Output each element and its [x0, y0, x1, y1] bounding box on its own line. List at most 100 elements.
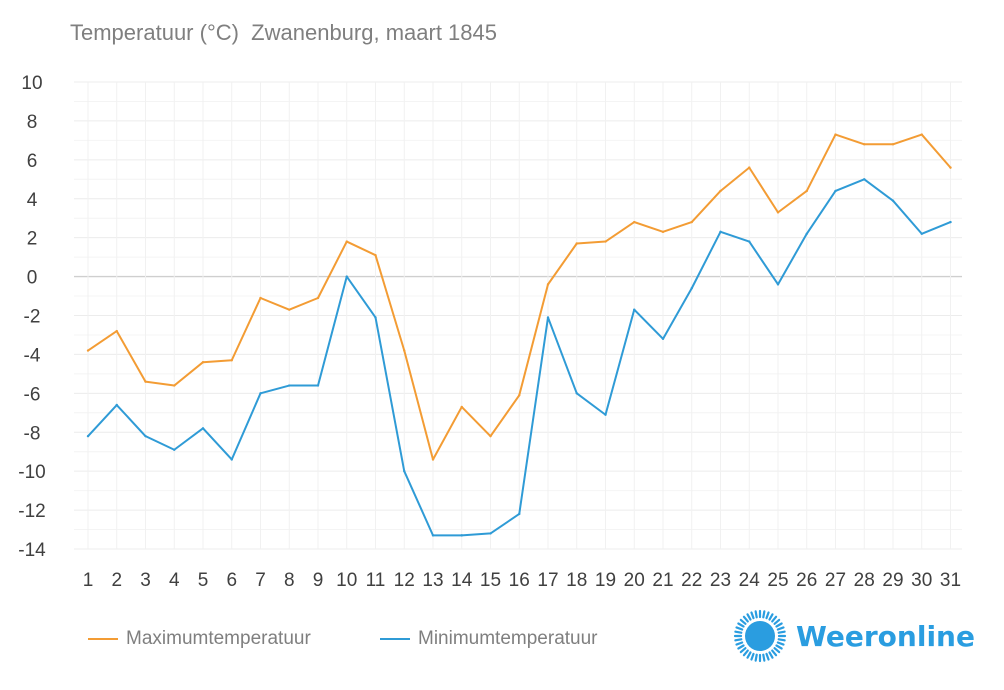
- brand-logo: Weeronline: [732, 608, 975, 664]
- data-point: [489, 434, 492, 438]
- legend-swatch-max: [88, 638, 118, 640]
- sun-ray: [775, 644, 783, 650]
- data-point: [345, 275, 348, 278]
- data-point: [661, 230, 665, 234]
- sun-ray: [762, 653, 766, 662]
- x-tick-label: 22: [681, 570, 702, 591]
- data-point: [518, 394, 521, 397]
- data-point: [374, 253, 377, 257]
- sun-icon: [733, 609, 787, 663]
- legend-swatch-min: [380, 638, 410, 640]
- x-tick-label: 27: [825, 570, 846, 591]
- data-point: [690, 287, 693, 290]
- sun-ray: [742, 649, 749, 657]
- legend-label-max: Maximumtemperatuur: [126, 628, 311, 649]
- x-tick-label: 9: [313, 570, 324, 591]
- sun-ray: [754, 653, 758, 662]
- y-tick-label: -8: [24, 423, 41, 444]
- sun-ray: [737, 622, 745, 628]
- y-tick-label: -2: [24, 307, 41, 328]
- data-point: [546, 283, 550, 286]
- x-tick-label: 7: [255, 570, 266, 591]
- grid: [74, 81, 962, 550]
- data-point: [575, 392, 578, 395]
- x-tick-label: 11: [366, 570, 386, 591]
- x-tick-label: 18: [566, 570, 587, 591]
- x-tick-label: 24: [739, 570, 761, 591]
- sun-ray: [771, 615, 778, 623]
- x-tick-label: 3: [140, 570, 151, 591]
- x-tick-label: 31: [940, 570, 961, 591]
- data-point: [144, 434, 147, 438]
- sun-ray: [737, 644, 745, 650]
- data-point: [776, 211, 780, 214]
- sun-ray: [734, 638, 743, 642]
- x-tick-label: 10: [336, 570, 357, 591]
- data-point: [316, 384, 320, 387]
- data-point: [719, 230, 722, 234]
- y-tick-label: 4: [27, 190, 38, 211]
- x-tick-label: 12: [394, 570, 415, 591]
- x-tick-label: 6: [226, 570, 237, 591]
- data-point: [604, 240, 607, 243]
- data-point: [661, 337, 665, 341]
- data-point: [891, 199, 895, 202]
- data-point: [86, 434, 90, 438]
- data-point: [230, 359, 233, 362]
- data-point: [460, 405, 463, 409]
- x-tick-label: 2: [111, 570, 122, 591]
- x-tick-label: 23: [710, 570, 731, 591]
- data-point: [460, 534, 463, 537]
- data-point: [403, 469, 406, 473]
- data-point: [288, 308, 291, 311]
- data-point: [374, 316, 377, 319]
- data-point: [173, 384, 176, 387]
- data-point: [259, 296, 262, 300]
- x-tick-label: 26: [796, 570, 817, 591]
- x-tick-label: 15: [480, 570, 501, 591]
- x-tick-label: 16: [509, 570, 530, 591]
- sun-ray: [750, 611, 755, 620]
- x-tick-label: 4: [169, 570, 180, 591]
- sun-ray: [742, 615, 749, 623]
- sun-ray: [750, 652, 755, 661]
- sun-ray: [735, 626, 744, 631]
- data-point: [863, 178, 866, 181]
- data-point: [748, 166, 751, 169]
- sun-ray: [734, 630, 743, 634]
- y-tick-label: 10: [21, 73, 42, 94]
- sun-ray: [777, 638, 786, 642]
- data-point: [949, 220, 952, 224]
- y-tick-label: 0: [27, 268, 38, 289]
- sun-ray: [776, 641, 785, 646]
- x-tick-label: 17: [537, 570, 558, 591]
- data-point: [891, 143, 895, 146]
- series-maximum: [86, 133, 952, 461]
- series: [86, 133, 952, 537]
- sun-ray: [746, 613, 752, 621]
- x-tick-label: 21: [652, 570, 673, 591]
- sun-ray: [746, 651, 752, 659]
- x-tick-label: 14: [451, 570, 473, 591]
- sun-ray: [768, 651, 774, 659]
- data-point: [115, 403, 118, 407]
- sun-ray: [762, 610, 766, 619]
- series-minimum: [86, 178, 952, 537]
- sun-ray: [773, 618, 781, 625]
- data-point: [633, 220, 636, 224]
- y-tick-label: 2: [27, 229, 38, 250]
- data-point: [805, 232, 808, 235]
- data-point: [834, 133, 837, 136]
- data-point: [690, 220, 693, 224]
- sun-ray: [775, 622, 783, 628]
- x-tick-label: 5: [198, 570, 209, 591]
- x-tick-label: 19: [595, 570, 616, 591]
- data-point: [201, 427, 205, 430]
- data-point: [144, 380, 147, 383]
- data-point: [575, 242, 578, 245]
- data-point: [920, 133, 923, 136]
- data-point: [86, 349, 90, 352]
- x-tick-label: 25: [767, 570, 788, 591]
- legend-label-min: Minimumtemperatuur: [418, 628, 598, 649]
